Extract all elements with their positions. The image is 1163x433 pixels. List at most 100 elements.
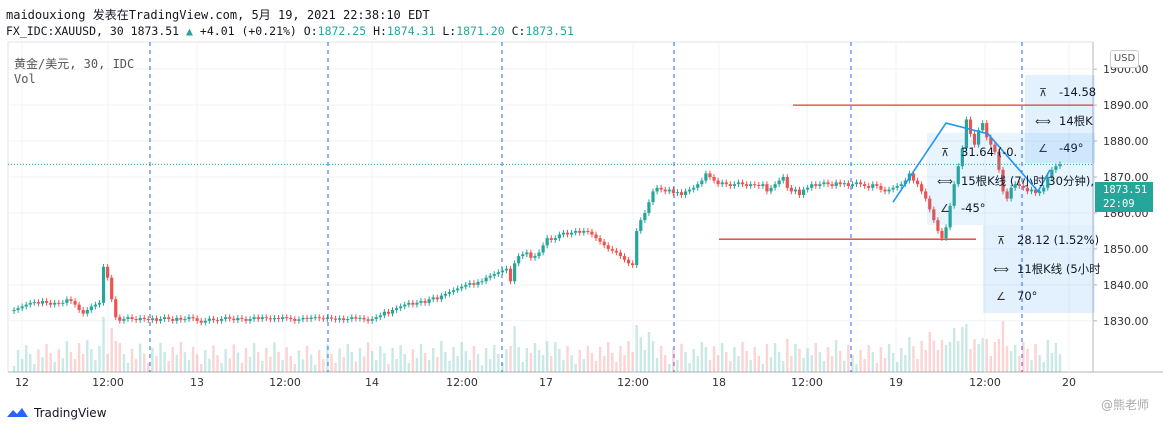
candle-body: [842, 183, 846, 185]
volume-bar: [407, 363, 410, 372]
candle-body: [268, 318, 273, 320]
candle-body: [1017, 184, 1021, 186]
candle-body: [207, 318, 211, 321]
candle-body: [765, 184, 769, 192]
symbol-ohlc-line: FX_IDC:XAUUSD, 30 1873.51 ▲ +4.01 (+0.21…: [6, 24, 574, 38]
candle-body: [952, 184, 956, 206]
volume-bar: [41, 357, 44, 372]
volume-bar: [257, 352, 260, 372]
candle-body: [252, 317, 256, 320]
candle-body: [65, 299, 69, 303]
candle-body: [1058, 164, 1062, 167]
volume-bar: [993, 342, 997, 372]
volume-bar: [843, 360, 846, 372]
volume-bar: [468, 360, 472, 372]
candle-body: [236, 317, 240, 321]
candle-body: [114, 299, 118, 318]
measure-box-2[interactable]: ⊼ 31.64 (-0. ⟺ 15根K线 (7小时 30分钟), ∠ -45°: [927, 133, 1095, 225]
volume-bar: [326, 344, 329, 372]
volume-bar: [236, 352, 240, 372]
volume-bar: [920, 341, 923, 372]
candle-body: [480, 281, 484, 283]
candle-body: [659, 187, 663, 190]
tradingview-logo[interactable]: TradingView: [6, 406, 107, 420]
candle-body: [1009, 187, 1013, 199]
candle-body: [16, 308, 20, 311]
currency-button[interactable]: USD: [1110, 50, 1139, 68]
volume-bar: [1046, 340, 1049, 372]
candle-body: [130, 317, 134, 320]
candle-body: [997, 151, 1001, 170]
volume-bar: [484, 348, 488, 372]
volume-bar: [928, 332, 931, 372]
candle-body: [647, 202, 651, 213]
last-price: 1873.51: [130, 24, 180, 38]
measure-box-1[interactable]: ⊼ -14.58 ⟺ 14根K ∠ -49°: [1025, 75, 1096, 163]
volume-bar: [472, 346, 476, 372]
volume-bar: [224, 349, 227, 372]
volume-bar: [69, 352, 73, 372]
volume-bar: [505, 349, 508, 372]
candle-body: [419, 301, 423, 303]
bar-range-icon: ⟺: [937, 174, 953, 188]
volume-bar: [1034, 344, 1037, 372]
candle-body: [484, 277, 488, 282]
candle-body: [806, 187, 810, 190]
candle-body: [716, 180, 720, 185]
candle-body: [1050, 169, 1054, 178]
time-tick-label: 12:00: [269, 376, 301, 389]
candle-body: [305, 317, 309, 320]
candle-body: [688, 189, 692, 192]
candle-body: [863, 184, 867, 186]
volume-bar: [159, 343, 162, 372]
candle-body: [887, 189, 891, 192]
candle-body: [610, 248, 614, 251]
candle-body: [154, 318, 159, 321]
candle-body: [57, 302, 61, 304]
volume-bar: [611, 353, 614, 372]
candle-body: [468, 283, 472, 285]
volume-bar: [977, 344, 980, 372]
candle-body: [240, 317, 244, 320]
measure-box-3[interactable]: ⊼ 28.12 (1.52%) ⟺ 11根K线 (5小时 ∠ 70°: [983, 225, 1101, 313]
volume-bar: [212, 345, 215, 372]
candle-body: [561, 232, 566, 235]
volume-bar: [1022, 342, 1025, 372]
time-tick-label: 12:00: [92, 376, 124, 389]
volume-bar: [334, 362, 337, 372]
candle-body: [110, 277, 114, 300]
candle-body: [822, 182, 826, 185]
volume-bar: [725, 352, 728, 372]
high-value: 1874.31: [386, 24, 436, 38]
volume-bar: [700, 342, 704, 372]
last-price-tag-time: 22:09: [1103, 198, 1135, 210]
volume-bar: [460, 342, 463, 372]
candle-body: [736, 182, 741, 185]
candle-body: [635, 230, 639, 266]
volume-bar: [216, 355, 219, 372]
candle-body: [948, 205, 952, 228]
volume-bar: [220, 363, 223, 372]
candle-body: [626, 259, 631, 264]
volume-bar: [712, 346, 716, 372]
candle-body: [150, 318, 154, 321]
volume-bar: [25, 345, 28, 372]
volume-bar: [395, 359, 398, 372]
candle-body: [1001, 169, 1005, 192]
volume-bar: [545, 341, 549, 372]
price-tick-label: 1870.00: [1103, 171, 1149, 184]
volume-bar: [887, 344, 891, 372]
candle-body: [248, 319, 252, 321]
candle-body: [753, 184, 757, 186]
candle-body: [81, 310, 85, 314]
volume-bar: [570, 355, 573, 372]
bar-range-icon: ⟺: [993, 262, 1009, 276]
measure-3-bars: 11根K线 (5小时: [1017, 262, 1101, 276]
volume-bar: [432, 348, 435, 372]
volume-bar: [741, 342, 744, 372]
volume-bar: [798, 349, 801, 372]
volume-bar: [969, 349, 972, 372]
volume-bar: [1018, 356, 1021, 372]
candle-body: [301, 317, 305, 320]
